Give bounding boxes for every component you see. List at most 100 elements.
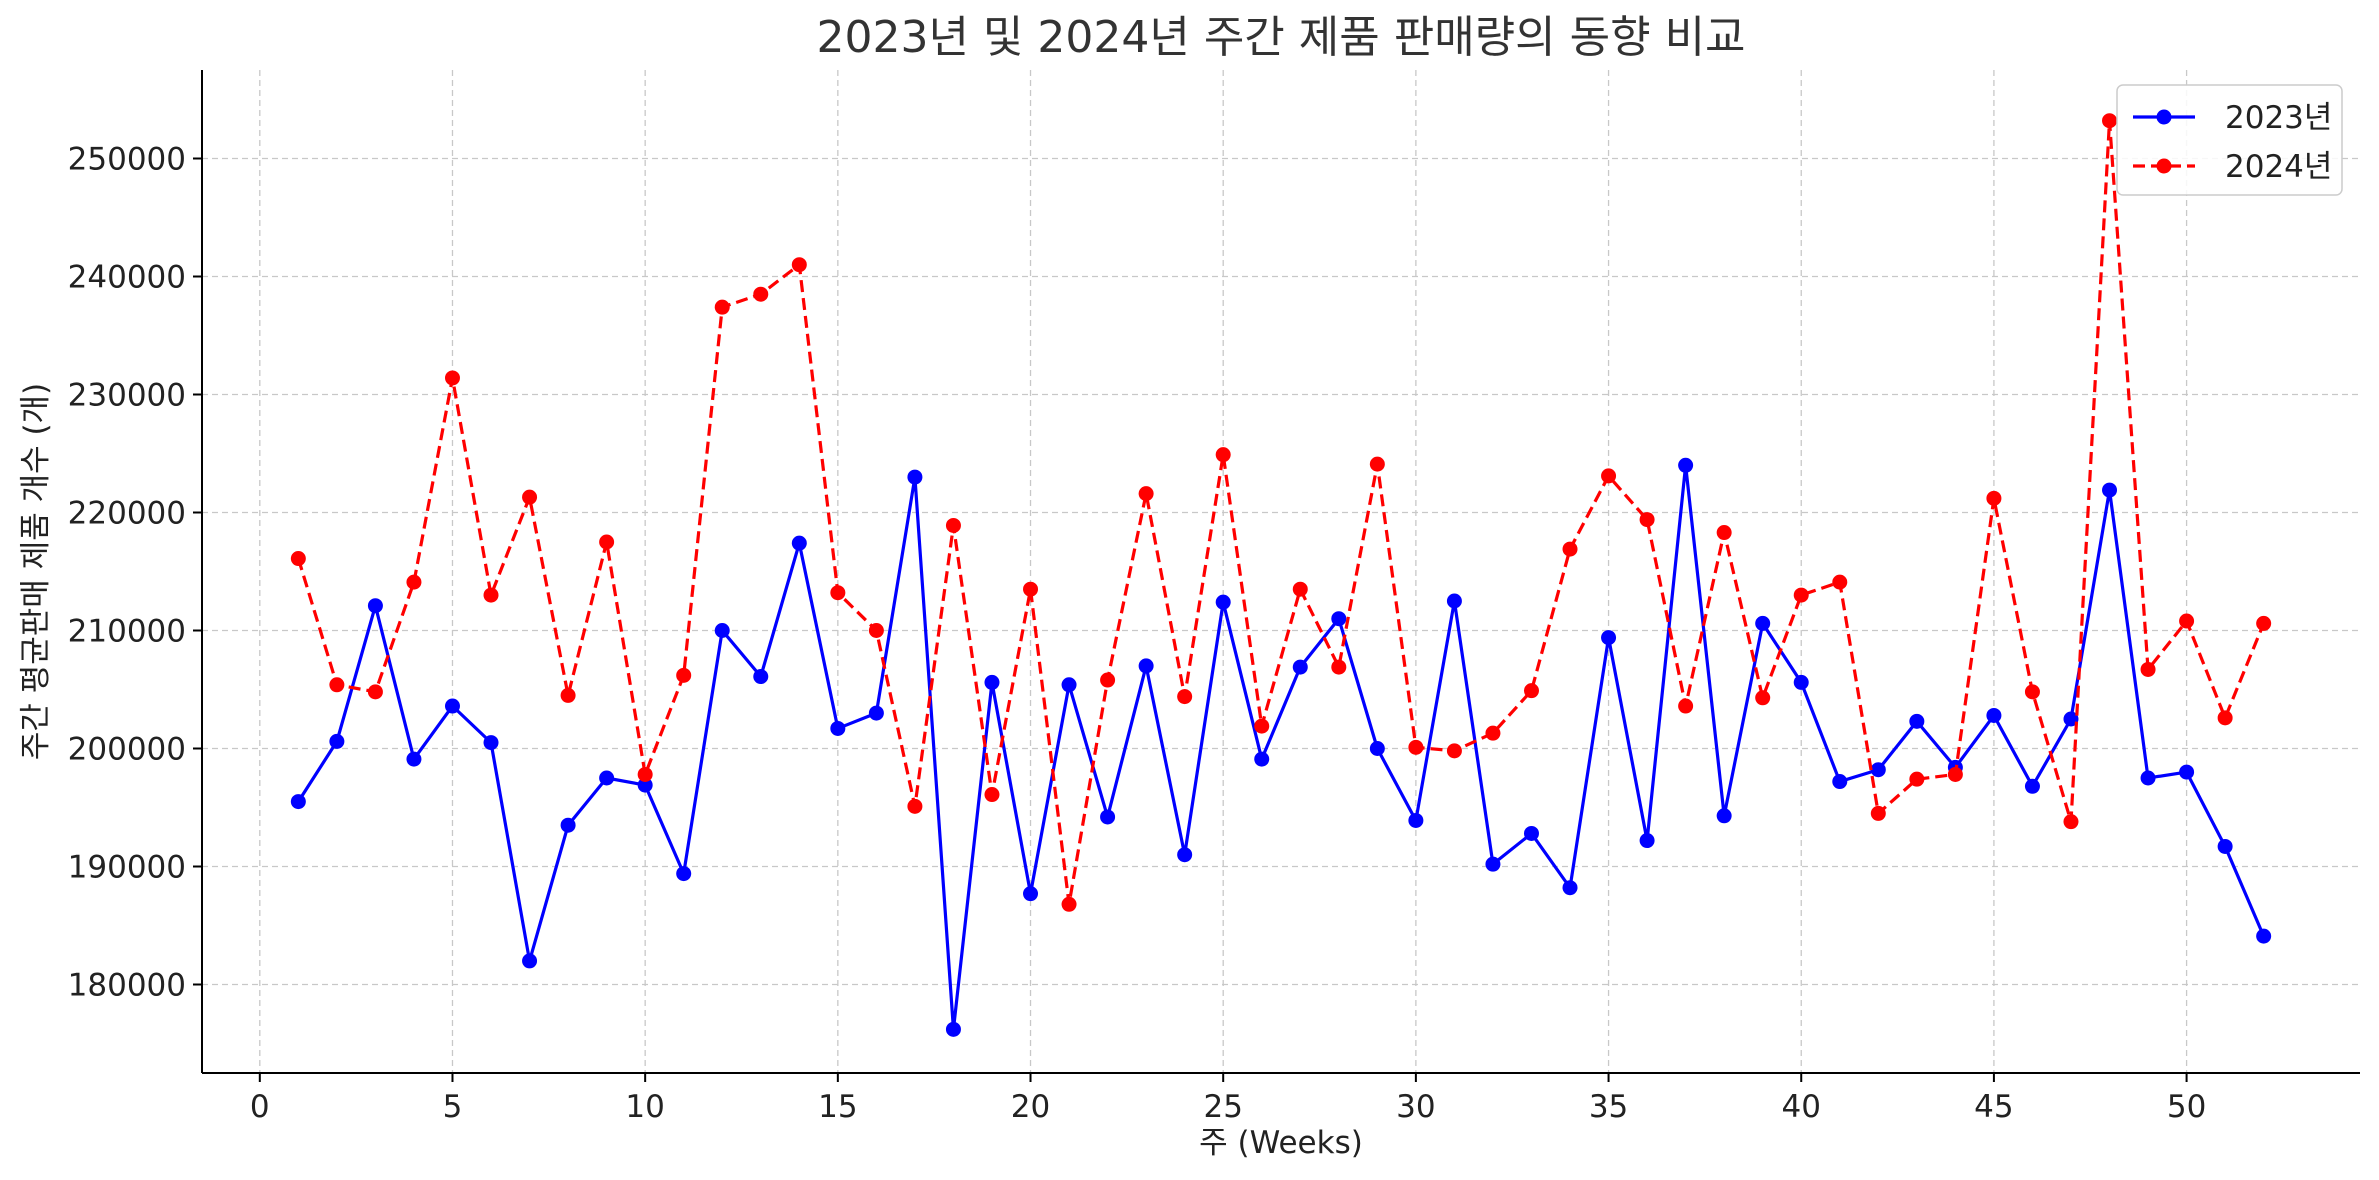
y-tick-label: 210000 [68, 614, 186, 650]
data-point [1369, 741, 1385, 756]
y-tick-label: 250000 [68, 142, 186, 178]
data-point [753, 669, 769, 685]
data-point [1254, 751, 1270, 767]
data-point [945, 517, 961, 533]
data-point [2140, 770, 2156, 786]
x-tick-label: 30 [1396, 1089, 1435, 1125]
data-point [1177, 847, 1193, 863]
legend-swatch-marker [2156, 158, 2172, 174]
data-point [1870, 805, 1886, 821]
data-point [1485, 725, 1501, 741]
data-point [329, 677, 345, 693]
data-point [637, 777, 653, 793]
data-point [1023, 581, 1039, 597]
data-point [637, 766, 653, 782]
data-point [1832, 774, 1848, 790]
data-point [1678, 457, 1694, 473]
data-point [1793, 587, 1809, 603]
data-point [2140, 661, 2156, 677]
data-point [1292, 659, 1308, 675]
data-point [1446, 593, 1462, 609]
data-point [1369, 456, 1385, 472]
x-tick-label: 10 [625, 1089, 664, 1125]
data-point [1986, 490, 2002, 506]
data-point [984, 674, 1000, 690]
data-point [1215, 447, 1231, 463]
data-point [1061, 896, 1077, 912]
legend-label: 2024년 [2225, 149, 2332, 185]
data-point [444, 370, 460, 386]
data-point [1639, 512, 1655, 528]
data-point [676, 866, 692, 882]
x-tick-label: 35 [1589, 1089, 1628, 1125]
data-point [444, 698, 460, 714]
legend-swatch-marker [2156, 109, 2172, 125]
y-tick-label: 240000 [68, 260, 186, 296]
data-point [1986, 707, 2002, 723]
data-point [868, 623, 884, 638]
data-point [560, 687, 576, 703]
series [290, 113, 2272, 1037]
legend-entry: 2024년 [2133, 149, 2332, 185]
data-point [830, 585, 846, 601]
x-tick-label: 45 [1974, 1089, 2013, 1125]
data-point [1755, 690, 1771, 706]
data-point [868, 705, 884, 721]
data-point [2024, 778, 2040, 794]
y-tick-label: 200000 [68, 732, 186, 768]
data-point [1215, 594, 1231, 610]
data-point [1716, 525, 1732, 541]
x-tick-label: 15 [818, 1089, 857, 1125]
data-point [483, 587, 499, 603]
x-tick-label: 20 [1011, 1089, 1050, 1125]
data-point [791, 257, 807, 273]
data-point [1562, 880, 1578, 896]
x-tick-label: 25 [1203, 1089, 1242, 1125]
series-line [296, 463, 2266, 1031]
data-point [1408, 812, 1424, 828]
data-point [1947, 766, 1963, 782]
x-axis-title: 주 (Weeks) [1199, 1125, 1363, 1161]
data-point [290, 551, 306, 567]
data-point [714, 299, 730, 315]
data-point [1870, 762, 1886, 778]
x-tick-label: 50 [2167, 1089, 2206, 1125]
data-point [907, 798, 923, 814]
data-point [1678, 698, 1694, 714]
data-point [1601, 630, 1617, 646]
y-tick-label: 180000 [68, 968, 186, 1004]
data-point [1100, 809, 1116, 825]
data-point [1755, 615, 1771, 631]
y-tick-label: 220000 [68, 496, 186, 532]
data-point [1138, 658, 1154, 674]
y-tick-label: 230000 [68, 378, 186, 414]
x-tick-label: 40 [1782, 1089, 1821, 1125]
data-point [2179, 764, 2195, 780]
chart-title: 2023년 및 2024년 주간 제품 판매량의 동향 비교 [816, 12, 1745, 63]
data-point [714, 623, 730, 638]
data-point [290, 794, 306, 810]
data-point [1292, 581, 1308, 597]
data-point [1446, 743, 1462, 759]
data-point [791, 535, 807, 551]
data-point [2217, 838, 2233, 854]
data-point [599, 770, 615, 786]
data-point [2102, 113, 2118, 129]
data-point [560, 817, 576, 833]
data-point [1331, 611, 1347, 627]
data-point [329, 733, 345, 749]
data-point [1639, 833, 1655, 849]
data-point [676, 667, 692, 683]
data-point [522, 953, 538, 969]
data-point [1408, 739, 1424, 755]
x-tick-label: 0 [250, 1089, 270, 1125]
data-point [1100, 672, 1116, 688]
legend: 2023년 2024년 [2116, 84, 2343, 196]
grid [202, 70, 2360, 1073]
data-point [406, 574, 422, 590]
data-point [1177, 689, 1193, 705]
data-point [522, 489, 538, 505]
data-point [1716, 808, 1732, 824]
data-point [2024, 684, 2040, 700]
